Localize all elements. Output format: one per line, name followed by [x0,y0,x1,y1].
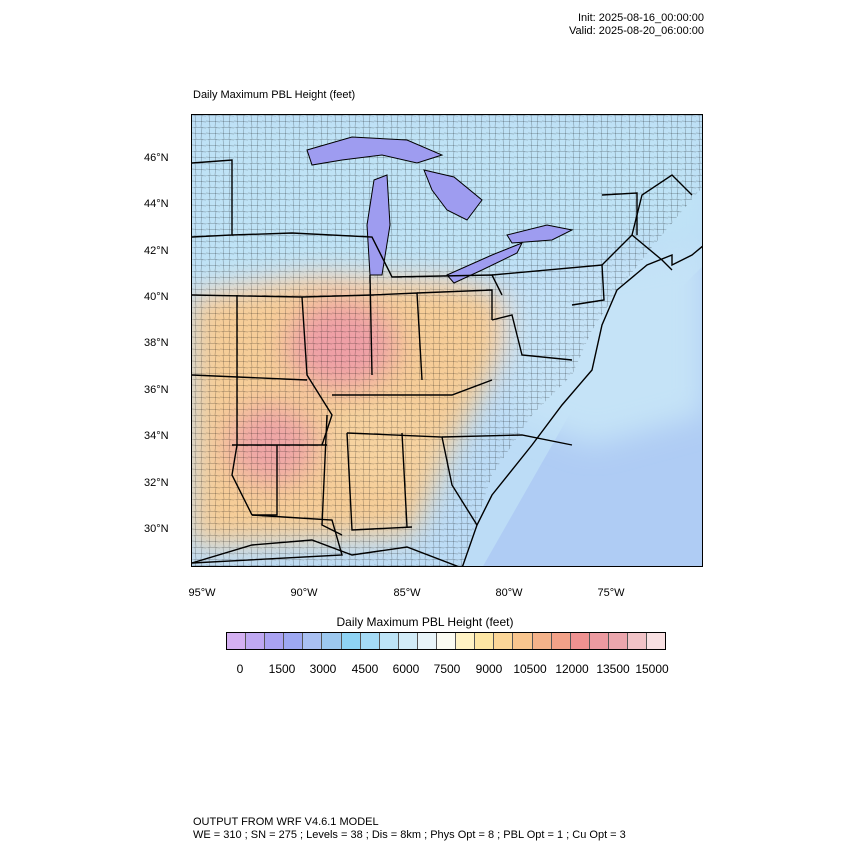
lon-label-80: 80°W [495,587,523,599]
colorbar-swatch [360,633,380,649]
colorbar-tick-3000: 3000 [309,662,337,676]
colorbar-swatch [437,633,457,649]
colorbar-swatch [608,633,628,649]
colorbar-swatch [532,633,552,649]
colorbar-swatch [417,633,438,649]
colorbar-swatch [284,633,304,649]
colorbar-swatch [494,633,514,649]
colorbar-swatch [246,633,266,649]
colorbar-tick-0: 0 [236,662,244,676]
lat-label-34: 34°N [144,430,169,442]
colorbar-title: Daily Maximum PBL Height (feet) [336,615,514,629]
map-title: Daily Maximum PBL Height (feet) [193,89,356,101]
footer-config-line: WE = 310 ; SN = 275 ; Levels = 38 ; Dis … [193,829,626,841]
pbl-height-map [191,114,703,567]
colorbar-tick-10500: 10500 [513,662,547,676]
colorbar-swatch [398,633,418,649]
coastline [192,245,702,566]
colorbar-swatch [627,633,648,649]
colorbar-swatch [570,633,590,649]
lat-label-44: 44°N [144,198,169,210]
colorbar-swatch [379,633,399,649]
map-svg [192,115,702,566]
valid-time: Valid: 2025-08-20_06:00:00 [569,25,704,37]
lon-label-75: 75°W [597,587,625,599]
colorbar-tick-12000: 12000 [555,662,589,676]
lat-label-40: 40°N [144,291,169,303]
colorbar-tick-6000: 6000 [392,662,420,676]
lake-ontario [506,224,574,244]
colorbar-swatch [322,633,342,649]
lake-michigan [366,174,391,276]
lat-label-46: 46°N [144,152,169,164]
lat-label-42: 42°N [144,245,169,257]
lat-label-36: 36°N [144,384,169,396]
state-borders [192,159,693,564]
lake-superior [306,136,444,166]
lake-erie [446,242,524,284]
lon-label-90: 90°W [290,587,318,599]
colorbar-swatch [265,633,285,649]
colorbar-swatch [551,633,571,649]
colorbar-swatch [513,633,533,649]
model-footer: OUTPUT FROM WRF V4.6.1 MODEL WE = 310 ; … [193,816,626,842]
colorbar-tick-15000: 15000 [635,662,669,676]
lat-label-38: 38°N [144,337,169,349]
footer-model-line: OUTPUT FROM WRF V4.6.1 MODEL [193,816,379,828]
init-valid-timestamps: Init: 2025-08-16_00:00:00 Valid: 2025-08… [569,12,704,38]
colorbar-swatch [303,633,323,649]
lon-label-95: 95°W [188,587,216,599]
colorbar-tick-4500: 4500 [351,662,379,676]
lake-huron [423,169,483,221]
colorbar-tick-13500: 13500 [596,662,630,676]
colorbar-swatch [589,633,609,649]
init-time: Init: 2025-08-16_00:00:00 [578,12,704,24]
county-boundaries [192,115,702,566]
lat-label-30: 30°N [144,523,169,535]
colorbar-swatch [227,633,247,649]
lon-label-85: 85°W [393,587,421,599]
colorbar-swatch [341,633,361,649]
colorbar [226,632,666,650]
colorbar-tick-1500: 1500 [268,662,296,676]
colorbar-tick-9000: 9000 [475,662,503,676]
colorbar-swatch [647,633,666,649]
colorbar-swatch [475,633,495,649]
colorbar-tick-7500: 7500 [433,662,461,676]
lat-label-32: 32°N [144,477,169,489]
colorbar-swatch [456,633,476,649]
